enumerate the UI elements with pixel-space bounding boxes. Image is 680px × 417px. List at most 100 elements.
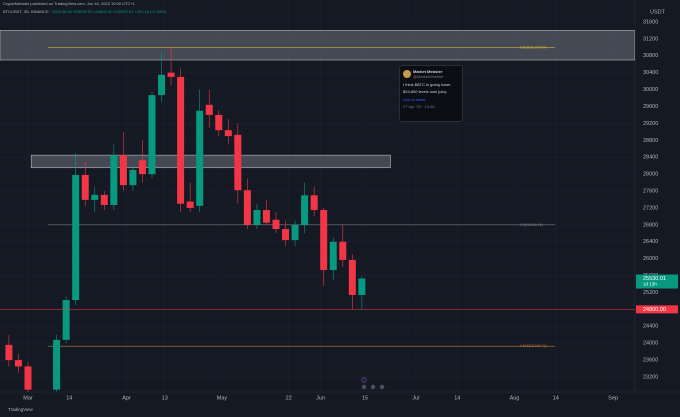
candle-body <box>186 201 194 208</box>
candle-body <box>215 114 223 131</box>
price-tag-label: 24800.00 <box>643 307 666 313</box>
footer: TradingView <box>8 407 34 412</box>
y-tick-label: 27600 <box>643 188 658 194</box>
y-tick-label: 26800 <box>643 222 658 228</box>
candle-body <box>272 219 280 230</box>
symbol: BTCUSDT, 3D, BINANCE <box>3 9 49 14</box>
candle-body <box>100 194 108 205</box>
tweet-handle: @MarketMebster <box>413 74 444 79</box>
x-tick-label: Apr <box>122 395 131 401</box>
y-tick-label: 30000 <box>643 87 658 93</box>
tweet-text: $24,800 levels look juicy. <box>403 89 448 94</box>
candle-body <box>310 195 318 211</box>
y-tick-label: 28000 <box>643 172 658 178</box>
x-tick-label: 22 <box>286 395 292 401</box>
price-tag <box>636 305 678 314</box>
x-tick-label: Sep <box>608 395 618 401</box>
y-tick-label: 30400 <box>643 70 658 76</box>
x-tick-label: 13 <box>162 395 168 401</box>
y-tick-label: 28800 <box>643 138 658 144</box>
candle-body <box>53 339 61 390</box>
author: CryptoMebster published on TradingView.c… <box>3 1 136 6</box>
candle-body <box>5 344 13 361</box>
y-tick-label: 31600 <box>643 19 658 25</box>
candle-body <box>224 130 232 137</box>
candle-body <box>262 210 270 223</box>
candle-body <box>148 95 156 175</box>
candle-body <box>234 134 242 191</box>
y-tick-label: 24400 <box>643 324 658 330</box>
zone <box>0 30 635 61</box>
x-tick-label: Aug <box>510 395 520 401</box>
candle-body <box>282 229 290 241</box>
event-icon <box>379 384 385 390</box>
candle-body <box>253 210 261 225</box>
event-icon <box>361 377 367 383</box>
candle-body <box>339 241 347 260</box>
candle-body <box>158 74 166 96</box>
event-icon <box>361 384 367 390</box>
tweet-card: Market Mebster @MarketMebster I think $BT… <box>399 65 463 122</box>
x-tick-label: 14 <box>66 395 72 401</box>
candle-body <box>358 278 366 296</box>
currency: USDT <box>650 9 666 15</box>
x-tick-label: 15 <box>362 395 368 401</box>
plot <box>0 30 635 392</box>
y-tick-label: 27200 <box>643 205 658 211</box>
candle-body <box>243 190 251 225</box>
countdown: 1d 13h <box>643 282 657 287</box>
candle-body <box>24 366 32 390</box>
candle-body <box>129 169 137 186</box>
x-tick-label: 14 <box>553 395 559 401</box>
y-tick-label: 29200 <box>643 121 658 127</box>
event-icon <box>370 384 376 390</box>
candle-body <box>196 110 204 206</box>
y-tick-label: 31200 <box>643 36 658 42</box>
tweet-head: Market Mebster @MarketMebster <box>403 69 459 79</box>
y-tick-label: 26000 <box>643 256 658 262</box>
candle-body <box>301 195 309 225</box>
fib-label: 0.618(31,000.64) <box>520 45 547 49</box>
y-tick-label: 25200 <box>643 290 658 296</box>
candle-body <box>138 160 146 175</box>
events <box>361 377 385 390</box>
fib-label: 0.5(26,848.15) <box>520 223 543 227</box>
candle-body <box>62 300 70 340</box>
price-tag-label: 25530.01 <box>643 276 666 282</box>
candle-body <box>167 72 175 77</box>
y-tick-label: 23600 <box>643 358 658 364</box>
candle-body <box>91 194 99 200</box>
candle-body <box>119 155 127 186</box>
candle-body <box>14 360 22 367</box>
candle-body <box>110 155 118 205</box>
x-tick-label: 14 <box>454 395 460 401</box>
avatar <box>403 70 411 78</box>
ohlc: O25138.84 H25590.00 L24800.00 C25530.01 … <box>52 9 167 14</box>
grid <box>0 0 635 392</box>
candle-body <box>72 174 80 301</box>
y-tick-label: 24000 <box>643 341 658 347</box>
x-tick-label: Mar <box>23 395 33 401</box>
y-tick-label: 30800 <box>643 53 658 59</box>
y-tick-label: 28400 <box>643 155 658 161</box>
price-tag <box>636 274 678 289</box>
candle-body <box>348 259 356 296</box>
tweet-name: Market Mebster <box>413 69 443 74</box>
tweet-user: Market Mebster @MarketMebster <box>413 69 444 79</box>
candle-body <box>291 224 299 241</box>
fib-label: 0.618(23,930.71) <box>520 344 547 348</box>
candle-body <box>205 104 213 115</box>
tweet-date: 27 Apr '23 · 13:48 <box>403 104 435 109</box>
candle-body <box>81 174 89 200</box>
x-tick-label: May <box>217 395 228 401</box>
tweet-link[interactable]: Link to tweet <box>403 96 426 102</box>
y-tick-label: 26400 <box>643 239 658 245</box>
y-tick-label: 29600 <box>643 104 658 110</box>
candle-body <box>320 210 328 271</box>
tweet-text: I think $BTC is going lower. <box>403 81 452 87</box>
x-tick-label: Jun <box>316 395 325 401</box>
candle-body <box>329 241 337 271</box>
